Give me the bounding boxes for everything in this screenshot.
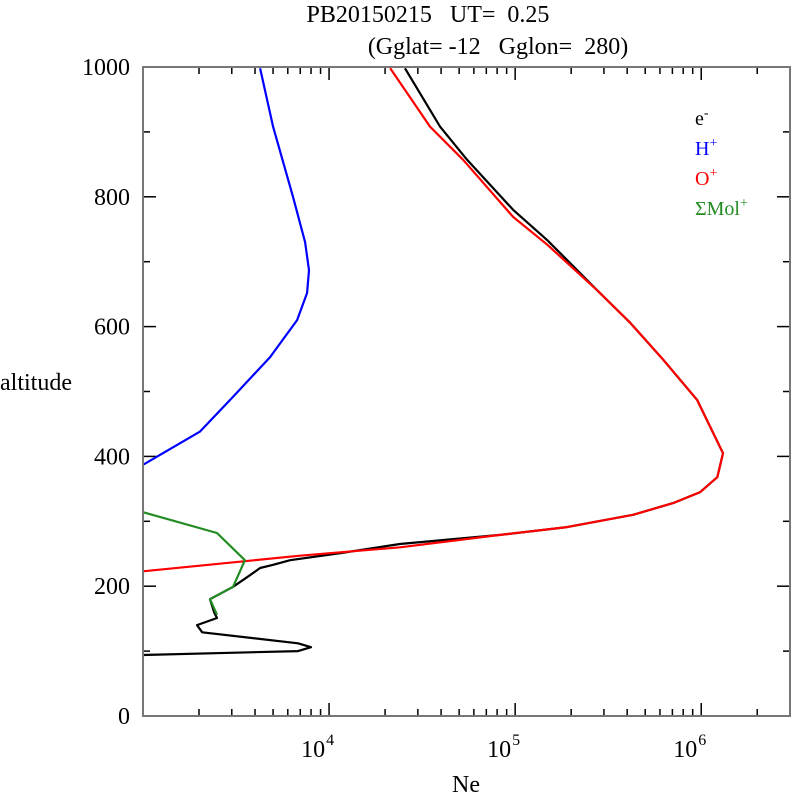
legend-label: e	[695, 108, 704, 130]
y-axis-label: altitude	[0, 370, 72, 396]
legend-item: O+	[695, 166, 717, 190]
series-lines	[142, 67, 725, 657]
x-tick-label-exponent: 4	[326, 732, 334, 749]
legend-label-superscript: +	[709, 166, 717, 181]
chart-title-line1: PB20150215 UT= 0.25	[307, 2, 550, 28]
y-tick-label: 600	[94, 315, 130, 341]
legend-label: ΣMol	[695, 198, 740, 220]
series-line-e	[142, 67, 725, 657]
x-tick-label-base: 10	[487, 737, 511, 763]
series-line-h	[142, 68, 311, 466]
x-axis-label: Ne	[452, 772, 480, 796]
y-tick-label: 800	[94, 185, 130, 211]
legend-label: H	[695, 138, 709, 160]
series-line-mol	[142, 511, 246, 616]
x-tick-label-base: 10	[673, 737, 697, 763]
legend-label: O	[695, 168, 709, 190]
legend-item: e-	[695, 106, 709, 130]
y-tick-label: 200	[94, 574, 130, 600]
legend-item: H+	[695, 136, 717, 160]
series-line-o	[142, 67, 725, 573]
legend-label-superscript: +	[740, 196, 748, 211]
y-tick-label: 0	[118, 704, 130, 730]
legend-label-superscript: -	[704, 106, 709, 121]
legend: e-H+O+ΣMol+	[695, 106, 748, 220]
y-tick-label: 1000	[82, 55, 130, 81]
x-tick-label-base: 10	[301, 737, 325, 763]
legend-item: ΣMol+	[695, 196, 748, 220]
plot-frame	[142, 66, 791, 717]
legend-label-superscript: +	[709, 136, 717, 151]
y-tick-label: 400	[94, 444, 130, 470]
x-tick-label-exponent: 5	[512, 732, 520, 749]
chart-title-line2: (Gglat= -12 Gglon= 280)	[368, 34, 628, 60]
x-tick-label-exponent: 6	[698, 732, 706, 749]
